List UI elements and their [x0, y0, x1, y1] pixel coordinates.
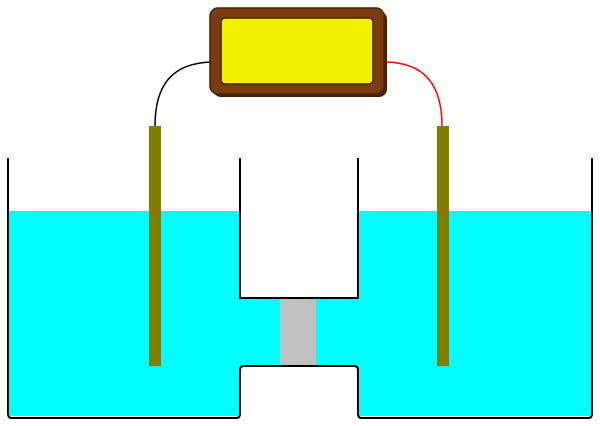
wire-right: [385, 61, 443, 127]
left-electrode: [149, 126, 161, 366]
vessel-inner-wall: [239, 158, 359, 299]
electrolyte-left-and-bottom: [8, 211, 280, 416]
electrolyte-right: [316, 211, 592, 416]
right-electrode: [437, 126, 449, 366]
wire-left: [154, 61, 213, 127]
meter: [209, 7, 387, 97]
separator-plug: [280, 298, 316, 366]
electrolyte: [8, 211, 592, 416]
meter-screen: [220, 17, 374, 85]
vessel-outline: [7, 158, 593, 419]
